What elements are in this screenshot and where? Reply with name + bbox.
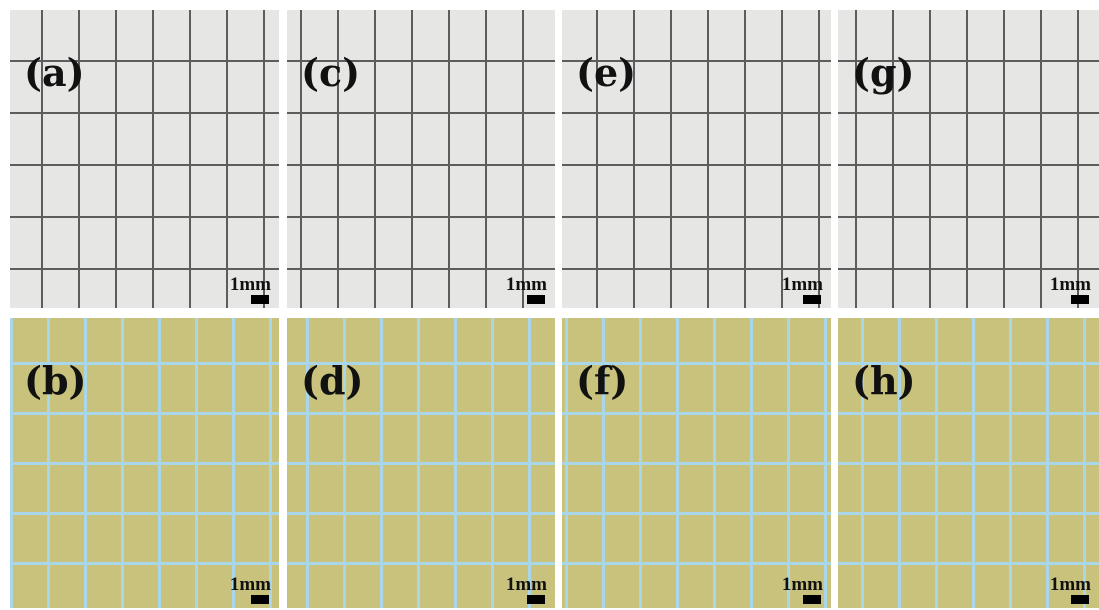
panel-label: (a) bbox=[24, 50, 85, 95]
scale-label: 1mm bbox=[782, 274, 823, 295]
scale-bar bbox=[803, 595, 821, 604]
scale-bar bbox=[527, 595, 545, 604]
panel-label: (h) bbox=[852, 358, 916, 403]
panel-label: (f) bbox=[576, 358, 628, 403]
panel-label: (c) bbox=[301, 50, 360, 95]
scale-bar bbox=[251, 295, 269, 304]
panel-label: (g) bbox=[852, 50, 915, 95]
panel-label: (d) bbox=[301, 358, 364, 403]
scale-bar bbox=[803, 295, 821, 304]
scale-label: 1mm bbox=[230, 574, 271, 595]
scale-label: 1mm bbox=[1050, 574, 1091, 595]
scale-label: 1mm bbox=[1050, 274, 1091, 295]
figure: (a) 1mm (c) 1mm (e) 1mm (g) 1mm (b) 1mm (d) 1mm (f) 1… bbox=[0, 0, 1099, 610]
scale-bar bbox=[251, 595, 269, 604]
scale-label: 1mm bbox=[506, 574, 547, 595]
panel-label: (e) bbox=[576, 50, 636, 95]
scale-label: 1mm bbox=[506, 274, 547, 295]
panel-label: (b) bbox=[24, 358, 87, 403]
scale-bar bbox=[527, 295, 545, 304]
scale-bar bbox=[1071, 595, 1089, 604]
scale-label: 1mm bbox=[782, 574, 823, 595]
scale-label: 1mm bbox=[230, 274, 271, 295]
scale-bar bbox=[1071, 295, 1089, 304]
